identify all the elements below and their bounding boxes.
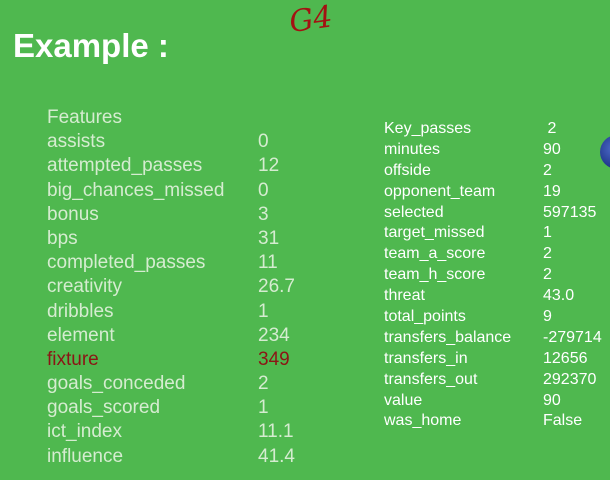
table-row: attempted_passes 12 xyxy=(47,154,318,178)
feature-value: 11.1 xyxy=(258,421,294,443)
table-row: was_home False xyxy=(384,411,610,432)
feature-name: attempted_passes xyxy=(47,155,203,177)
table-row: offside 2 xyxy=(384,161,610,182)
feature-name: bps xyxy=(47,227,78,249)
feature-value: 2 xyxy=(543,120,557,137)
feature-value: 11 xyxy=(258,252,278,274)
table-row: selected 597135 xyxy=(384,203,610,224)
table-row: completed_passes 11 xyxy=(47,251,318,275)
feature-name: bonus xyxy=(47,203,99,225)
table-row: element 234 xyxy=(47,324,318,348)
feature-value: 1 xyxy=(258,397,269,419)
feature-name: target_missed xyxy=(384,224,485,242)
feature-value: 12 xyxy=(258,155,280,177)
feature-value: 0 xyxy=(258,179,269,201)
table-row: team_h_score 2 xyxy=(384,265,610,286)
feature-name: completed_passes xyxy=(47,252,206,274)
feature-value: -279714 xyxy=(543,328,602,346)
feature-value: False xyxy=(543,412,583,430)
feature-value: 12656 xyxy=(543,349,588,367)
table-row: value 90 xyxy=(384,391,610,412)
feature-name: Features xyxy=(47,107,122,128)
feature-name: creativity xyxy=(47,276,122,298)
feature-value: 31 xyxy=(258,227,280,249)
feature-value: 2 xyxy=(543,245,552,263)
table-row: Key_passes 2 xyxy=(384,119,610,140)
feature-value: 234 xyxy=(258,324,290,346)
feature-name: Key_passes xyxy=(384,120,472,137)
feature-name: dribbles xyxy=(47,300,114,322)
table-row: dribbles 1 xyxy=(47,300,318,324)
feature-value: 26.7 xyxy=(258,276,295,298)
feature-name: minutes xyxy=(384,140,441,158)
table-row-highlighted: fixture 349 xyxy=(47,348,318,372)
table-row: minutes 90 xyxy=(384,140,610,161)
feature-value: 90 xyxy=(543,391,561,409)
table-row: target_missed 1 xyxy=(384,223,610,244)
feature-name: influence xyxy=(47,445,124,467)
feature-name: transfers_out xyxy=(384,370,478,388)
table-row: team_a_score 2 xyxy=(384,244,610,265)
feature-name: fixture xyxy=(47,348,99,370)
feature-name: ict_index xyxy=(47,421,122,443)
features-table-right: Key_passes 2 minutes 90 offside 2 opponent… xyxy=(384,119,610,432)
feature-name: team_a_score xyxy=(384,245,486,263)
table-row: goals_conceded 2 xyxy=(47,372,318,396)
table-row: total_points 9 xyxy=(384,307,610,328)
feature-name: opponent_team xyxy=(384,182,496,200)
feature-name: team_h_score xyxy=(384,266,486,284)
feature-value: 0 xyxy=(258,131,269,153)
feature-name: total_points xyxy=(384,308,466,326)
table-row: bonus 3 xyxy=(47,203,318,227)
table-row: opponent_team 19 xyxy=(384,182,610,203)
table-row: creativity 26.7 xyxy=(47,275,318,299)
feature-name: selected xyxy=(384,203,444,221)
features-table-left: Features assists 0 attempted_passes 12 big… xyxy=(47,106,318,469)
feature-value: 597135 xyxy=(543,203,597,221)
feature-value: 9 xyxy=(543,308,552,326)
feature-name: threat xyxy=(384,287,425,305)
feature-value: 1 xyxy=(258,300,269,322)
slide-title: Example : xyxy=(13,27,169,64)
table-row: influence 41.4 xyxy=(47,445,318,469)
feature-name: assists xyxy=(47,131,106,153)
table-row: ict_index 11.1 xyxy=(47,420,318,444)
feature-value: 2 xyxy=(258,373,269,395)
table-row: transfers_in 12656 xyxy=(384,349,610,370)
feature-value: 1 xyxy=(543,224,552,242)
feature-value: 2 xyxy=(543,161,552,179)
feature-name: element xyxy=(47,324,115,346)
feature-value xyxy=(258,106,318,130)
feature-name: transfers_in xyxy=(384,349,468,367)
table-row: threat 43.0 xyxy=(384,286,610,307)
table-row: goals_scored 1 xyxy=(47,396,318,420)
feature-value: 19 xyxy=(543,182,561,200)
globe-icon xyxy=(600,135,610,169)
feature-value: 349 xyxy=(258,348,290,370)
feature-name: big_chances_missed xyxy=(47,179,225,201)
feature-name: was_home xyxy=(384,412,462,430)
feature-value: 90 xyxy=(543,140,561,158)
feature-name: offside xyxy=(384,161,431,179)
table-row: bps 31 xyxy=(47,227,318,251)
feature-value: 292370 xyxy=(543,370,597,388)
table-row: transfers_balance -279714 xyxy=(384,328,610,349)
table-row: big_chances_missed 0 xyxy=(47,179,318,203)
table-row: transfers_out 292370 xyxy=(384,370,610,391)
feature-value: 41.4 xyxy=(258,445,295,467)
feature-name: value xyxy=(384,391,423,409)
feature-value: 43.0 xyxy=(543,287,575,305)
table-row: assists 0 xyxy=(47,130,318,154)
handwritten-annotation: G4 xyxy=(287,0,335,40)
feature-value: 3 xyxy=(258,203,269,225)
feature-value: 2 xyxy=(543,266,552,284)
table-row: Features xyxy=(47,106,318,130)
feature-name: transfers_balance xyxy=(384,328,512,346)
feature-name: goals_conceded xyxy=(47,373,186,395)
feature-name: goals_scored xyxy=(47,397,161,419)
